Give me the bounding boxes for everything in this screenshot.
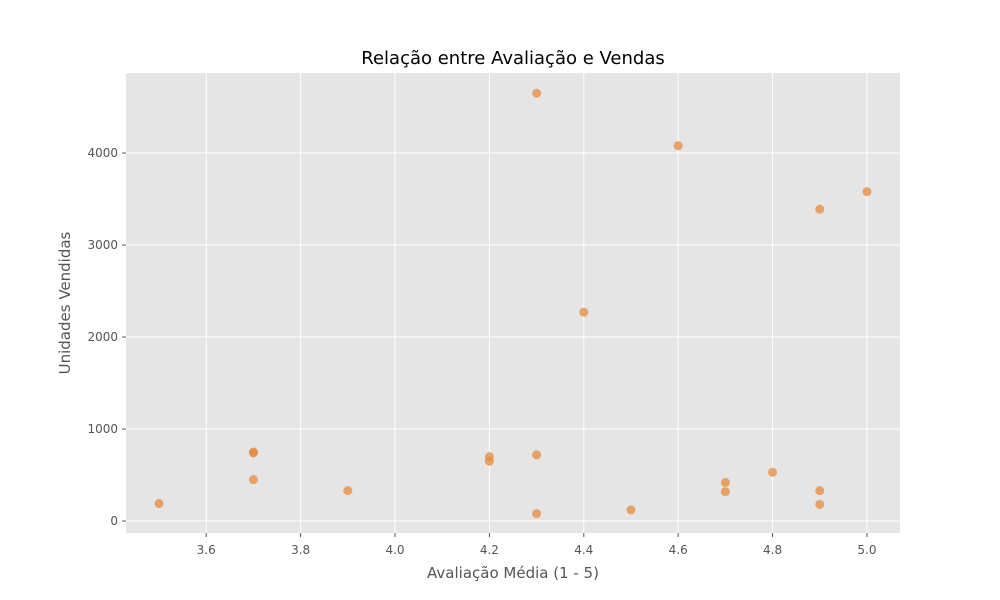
y-tick-label: 3000 (87, 238, 118, 252)
y-tick-label: 0 (110, 514, 118, 528)
data-point (343, 486, 353, 496)
data-point (673, 141, 683, 151)
data-point (579, 307, 589, 317)
data-point (815, 204, 825, 214)
x-axis-label: Avaliação Média (1 - 5) (427, 564, 599, 582)
data-points (154, 88, 872, 519)
grid-lines (126, 73, 900, 533)
y-tick-label: 4000 (87, 146, 118, 160)
data-point (626, 505, 636, 515)
x-tick-label: 4.2 (480, 543, 499, 557)
plot-area (126, 73, 900, 533)
data-point (720, 487, 730, 497)
x-tick-label: 4.8 (763, 543, 782, 557)
data-point (484, 452, 494, 462)
x-tick-label: 4.0 (385, 543, 404, 557)
data-point (532, 509, 542, 519)
data-point (768, 467, 778, 477)
data-point (532, 88, 542, 98)
y-axis-label: Unidades Vendidas (56, 231, 74, 374)
data-point (532, 450, 542, 460)
x-tick-label: 5.0 (857, 543, 876, 557)
data-point (862, 187, 872, 197)
y-tick-label: 2000 (87, 330, 118, 344)
chart-title: Relação entre Avaliação e Vendas (361, 48, 664, 69)
data-point (154, 499, 164, 509)
x-tick-label: 4.4 (574, 543, 593, 557)
data-point (815, 499, 825, 509)
y-tick-label: 1000 (87, 422, 118, 436)
tick-labels: 3.6 3.8 4.0 4.2 4.4 4.6 4.8 5.0 0 1000 2000 3000 400… (87, 146, 876, 557)
data-point (720, 477, 730, 487)
data-point (815, 486, 825, 496)
x-tick-label: 4.6 (669, 543, 688, 557)
x-tick-label: 3.6 (197, 543, 216, 557)
data-point (248, 447, 258, 457)
data-point (248, 475, 258, 485)
x-tick-label: 3.8 (291, 543, 310, 557)
